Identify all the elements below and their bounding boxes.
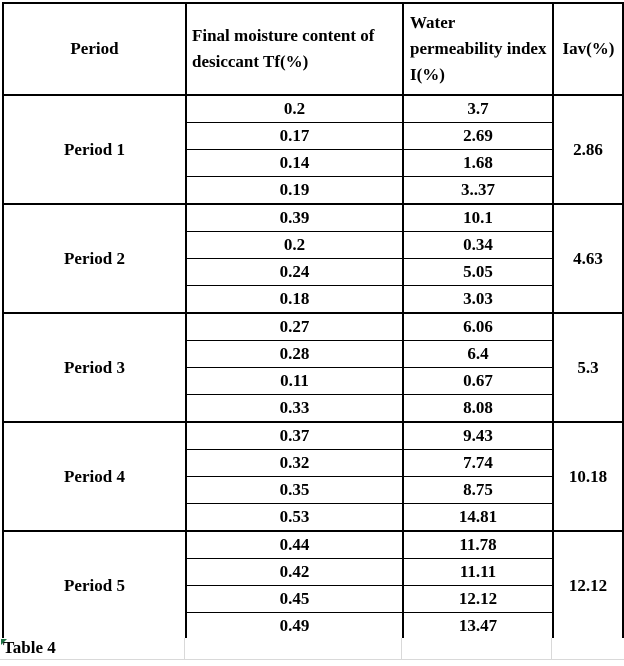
table-row: 0.45 12.12 <box>3 585 623 613</box>
table-caption: Table 4 <box>3 638 56 657</box>
table-row: Period 1 0.2 3.7 2.86 <box>2 94 623 204</box>
cell-corner-marker-icon <box>1 639 7 645</box>
header-final-moisture-content: Final moisture content of desiccant Tf(%… <box>185 3 403 96</box>
table-row: 0.11 0.67 <box>3 367 623 395</box>
i-value-cell: 12.12 <box>402 585 553 613</box>
table-row: Period 5 0.44 11.78 12.12 <box>2 530 623 640</box>
i-value-cell: 8.08 <box>402 394 553 422</box>
tf-value-cell: 0.11 <box>185 367 403 395</box>
tf-value-cell: 0.17 <box>185 122 403 150</box>
i-value-cell: 8.75 <box>402 476 553 504</box>
table-row: 0.32 7.74 <box>3 449 623 477</box>
i-value-cell: 3.03 <box>402 285 553 313</box>
iav-value-cell: 5.3 <box>552 312 623 422</box>
table-row: 0.49 13.47 <box>3 612 623 640</box>
tf-value-cell: 0.44 <box>185 530 403 559</box>
tf-value-cell: 0.2 <box>185 94 403 123</box>
header-water-permeability-index: Water permeability index I(%) <box>402 3 553 96</box>
iav-value-cell: 4.63 <box>552 203 623 313</box>
i-value-cell: 11.78 <box>402 530 553 559</box>
header-iav: Iav(%) <box>552 3 623 96</box>
i-value-cell: 6.06 <box>402 312 553 341</box>
tf-value-cell: 0.32 <box>185 449 403 477</box>
i-value-cell: 5.05 <box>402 258 553 286</box>
tf-value-cell: 0.35 <box>185 476 403 504</box>
tf-value-cell: 0.27 <box>185 312 403 341</box>
table-row: 0.53 14.81 <box>3 503 623 531</box>
i-value-cell: 2.69 <box>402 122 553 150</box>
header-row: Period Final moisture content of desicca… <box>2 3 623 96</box>
iav-value-cell: 12.12 <box>552 530 623 640</box>
tf-value-cell: 0.42 <box>185 558 403 586</box>
i-value-cell: 0.34 <box>402 231 553 259</box>
tf-value-cell: 0.45 <box>185 585 403 613</box>
i-value-cell: 1.68 <box>402 149 553 177</box>
header-period: Period <box>2 3 186 96</box>
period-label-cell: Period 5 <box>2 530 186 640</box>
table-row: 0.24 5.05 <box>3 258 623 286</box>
gridline <box>401 638 402 659</box>
table-row: 0.33 8.08 <box>3 394 623 422</box>
table-row: Period 3 0.27 6.06 5.3 <box>2 312 623 422</box>
iav-value-cell: 2.86 <box>552 94 623 204</box>
i-value-cell: 10.1 <box>402 203 553 232</box>
table-row: Period 2 0.39 10.1 4.63 <box>2 203 623 313</box>
tf-value-cell: 0.53 <box>185 503 403 531</box>
tf-value-cell: 0.33 <box>185 394 403 422</box>
moisture-permeability-table: Period Final moisture content of desicca… <box>2 2 624 641</box>
table-row: Period 4 0.37 9.43 10.18 <box>2 421 623 531</box>
period-label-cell: Period 1 <box>2 94 186 204</box>
table-row: 0.28 6.4 <box>3 340 623 368</box>
tf-value-cell: 0.18 <box>185 285 403 313</box>
i-value-cell: 7.74 <box>402 449 553 477</box>
i-value-cell: 3.7 <box>402 94 553 123</box>
tf-value-cell: 0.24 <box>185 258 403 286</box>
table-row: 0.17 2.69 <box>3 122 623 150</box>
i-value-cell: 9.43 <box>402 421 553 450</box>
gridline <box>184 638 185 659</box>
period-label-cell: Period 4 <box>2 421 186 531</box>
tf-value-cell: 0.37 <box>185 421 403 450</box>
gridline <box>551 638 552 659</box>
i-value-cell: 0.67 <box>402 367 553 395</box>
tf-value-cell: 0.28 <box>185 340 403 368</box>
period-label-cell: Period 2 <box>2 203 186 313</box>
caption-row: Table 4 <box>0 638 624 660</box>
i-value-cell: 14.81 <box>402 503 553 531</box>
tf-value-cell: 0.14 <box>185 149 403 177</box>
tf-value-cell: 0.39 <box>185 203 403 232</box>
tf-value-cell: 0.49 <box>185 612 403 640</box>
table-row: 0.42 11.11 <box>3 558 623 586</box>
tf-value-cell: 0.19 <box>185 176 403 204</box>
i-value-cell: 13.47 <box>402 612 553 640</box>
table-row: 0.18 3.03 <box>3 285 623 313</box>
table-row: 0.14 1.68 <box>3 149 623 177</box>
period-label-cell: Period 3 <box>2 312 186 422</box>
table-row: 0.19 3..37 <box>3 176 623 204</box>
tf-value-cell: 0.2 <box>185 231 403 259</box>
i-value-cell: 6.4 <box>402 340 553 368</box>
table-row: 0.2 0.34 <box>3 231 623 259</box>
i-value-cell: 11.11 <box>402 558 553 586</box>
iav-value-cell: 10.18 <box>552 421 623 531</box>
i-value-cell: 3..37 <box>402 176 553 204</box>
table-row: 0.35 8.75 <box>3 476 623 504</box>
